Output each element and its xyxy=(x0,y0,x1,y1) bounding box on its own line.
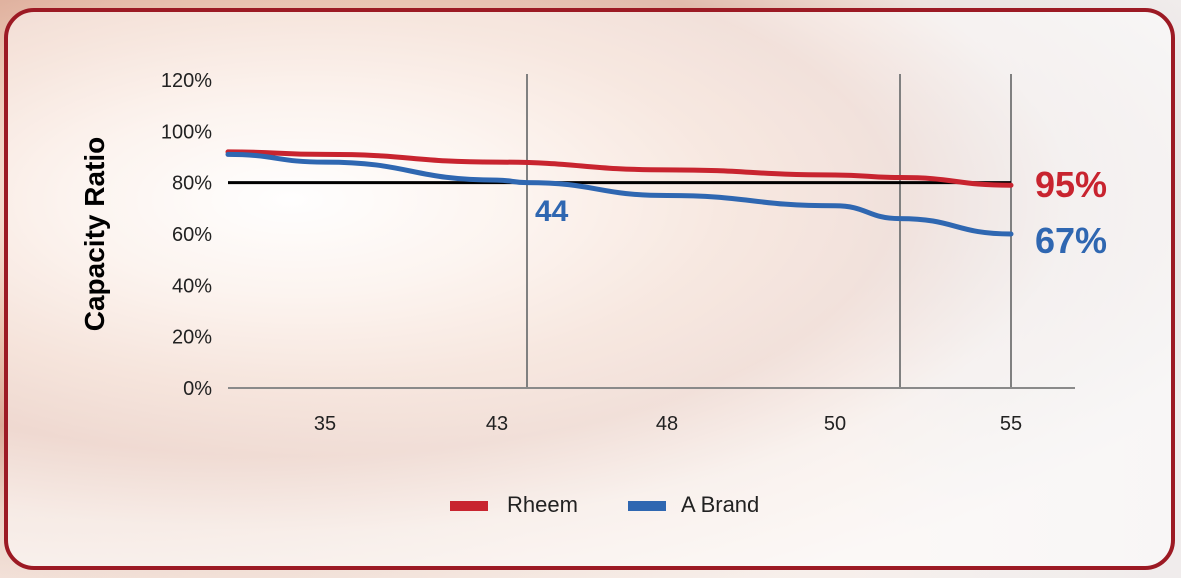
series-line-rheem xyxy=(225,149,1014,188)
crossover-label: 44 xyxy=(535,195,569,228)
legend-label-rheem: Rheem xyxy=(507,492,578,517)
x-tick-label: 35 xyxy=(314,413,336,435)
rheem-end-value-label: 95% xyxy=(1035,164,1107,205)
legend-swatch-rheem xyxy=(450,501,488,511)
x-tick-label: 48 xyxy=(656,413,678,435)
series-line-a-brand xyxy=(225,151,1014,237)
y-tick-label: 100% xyxy=(161,121,212,143)
y-tick-label: 20% xyxy=(172,327,212,349)
y-axis-label: Capacity Ratio xyxy=(79,137,110,332)
a-brand-end-value-label: 67% xyxy=(1035,220,1107,261)
y-tick-label: 80% xyxy=(172,173,212,195)
x-tick-label: 43 xyxy=(486,413,508,435)
legend-label-a-brand: A Brand xyxy=(681,492,759,517)
y-tick-label: 0% xyxy=(183,378,212,400)
chart-frame xyxy=(4,8,1175,570)
y-tick-label: 120% xyxy=(161,70,212,92)
legend-swatch-a-brand xyxy=(628,501,666,511)
y-tick-label: 40% xyxy=(172,275,212,297)
y-tick-label: 60% xyxy=(172,224,212,246)
x-tick-label: 55 xyxy=(1000,413,1022,435)
x-tick-label: 50 xyxy=(824,413,846,435)
